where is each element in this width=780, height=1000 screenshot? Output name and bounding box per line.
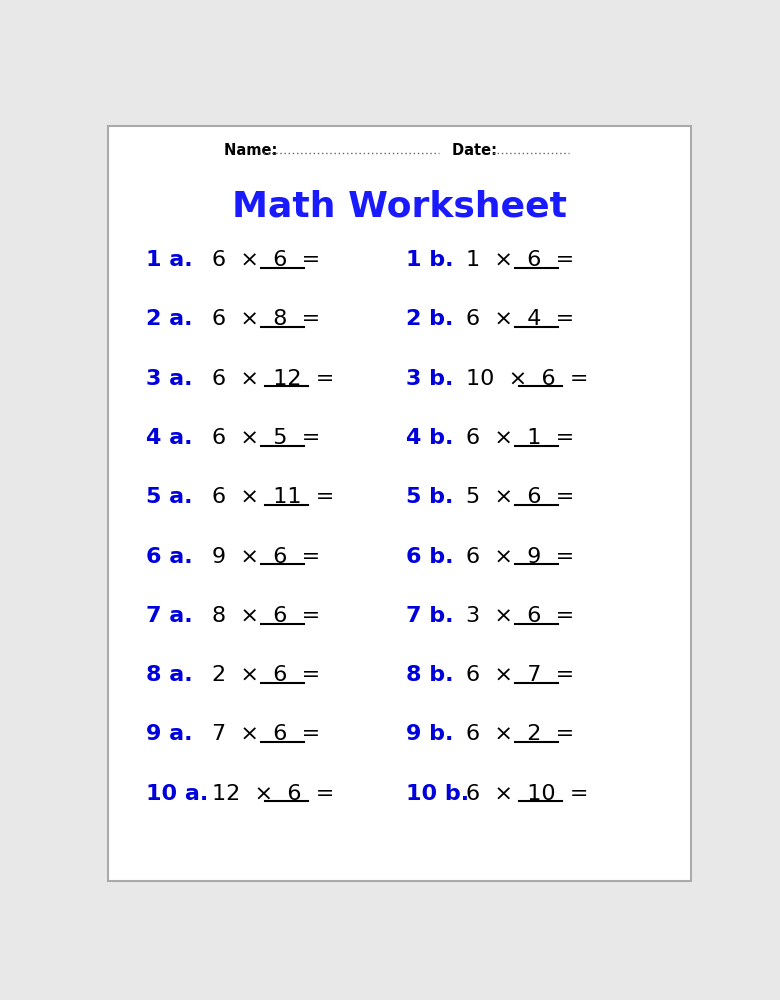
- Text: 10 b.: 10 b.: [406, 784, 469, 804]
- Text: 6  ×  6  =: 6 × 6 =: [212, 250, 321, 270]
- Text: 8  ×  6  =: 8 × 6 =: [212, 606, 321, 626]
- Text: 10  ×  6  =: 10 × 6 =: [466, 369, 589, 389]
- Text: 4 a.: 4 a.: [146, 428, 192, 448]
- Text: 6  ×  12  =: 6 × 12 =: [212, 369, 335, 389]
- Text: 9 a.: 9 a.: [146, 724, 192, 744]
- Text: 5 a.: 5 a.: [146, 487, 192, 507]
- Text: 9  ×  6  =: 9 × 6 =: [212, 547, 321, 567]
- Text: 5  ×  6  =: 5 × 6 =: [466, 487, 575, 507]
- Text: 7 b.: 7 b.: [406, 606, 453, 626]
- Text: 6  ×  8  =: 6 × 8 =: [212, 309, 321, 329]
- Text: 6  ×  7  =: 6 × 7 =: [466, 665, 575, 685]
- Text: 6  ×  1  =: 6 × 1 =: [466, 428, 575, 448]
- Text: 6 a.: 6 a.: [146, 547, 192, 567]
- Text: 2  ×  6  =: 2 × 6 =: [212, 665, 321, 685]
- Text: Date:: Date:: [452, 143, 507, 158]
- Text: 1  ×  6  =: 1 × 6 =: [466, 250, 575, 270]
- Text: 12  ×  6  =: 12 × 6 =: [212, 784, 335, 804]
- Text: 1 b.: 1 b.: [406, 250, 453, 270]
- Text: 5 b.: 5 b.: [406, 487, 453, 507]
- Text: 3  ×  6  =: 3 × 6 =: [466, 606, 575, 626]
- Text: 6  ×  5  =: 6 × 5 =: [212, 428, 321, 448]
- Text: 6  ×  2  =: 6 × 2 =: [466, 724, 575, 744]
- Text: 9 b.: 9 b.: [406, 724, 453, 744]
- Text: 6  ×  10  =: 6 × 10 =: [466, 784, 589, 804]
- Text: Math Worksheet: Math Worksheet: [232, 189, 567, 223]
- Text: 6  ×  11  =: 6 × 11 =: [212, 487, 335, 507]
- Text: 1 a.: 1 a.: [146, 250, 192, 270]
- Text: 3 b.: 3 b.: [406, 369, 453, 389]
- Text: 6  ×  9  =: 6 × 9 =: [466, 547, 575, 567]
- Text: 4 b.: 4 b.: [406, 428, 453, 448]
- Text: 8 a.: 8 a.: [146, 665, 192, 685]
- FancyBboxPatch shape: [108, 126, 691, 881]
- Text: 8 b.: 8 b.: [406, 665, 453, 685]
- Text: 2 a.: 2 a.: [146, 309, 192, 329]
- Text: 6 b.: 6 b.: [406, 547, 453, 567]
- Text: 7  ×  6  =: 7 × 6 =: [212, 724, 321, 744]
- Text: Name:: Name:: [224, 143, 288, 158]
- Text: 6  ×  4  =: 6 × 4 =: [466, 309, 575, 329]
- Text: 3 a.: 3 a.: [146, 369, 192, 389]
- Text: 7 a.: 7 a.: [146, 606, 192, 626]
- Text: 2 b.: 2 b.: [406, 309, 453, 329]
- Text: 10 a.: 10 a.: [146, 784, 207, 804]
